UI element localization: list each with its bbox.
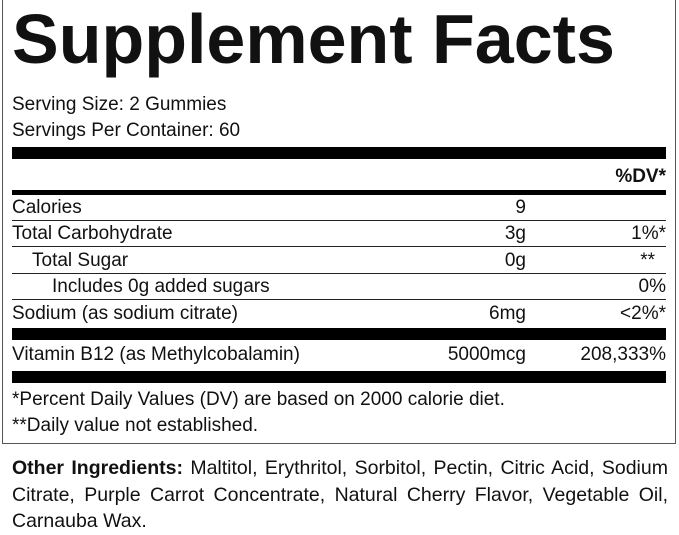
row-name: Total Carbohydrate <box>12 223 173 244</box>
divider-medium <box>12 190 666 195</box>
row-name: Includes 0g added sugars <box>52 276 270 297</box>
row-dv: 208,333% <box>580 344 666 365</box>
panel-title: Supplement Facts <box>12 0 615 78</box>
divider-thick <box>12 328 666 340</box>
divider-thick <box>12 147 666 159</box>
supplement-facts-panel <box>2 0 676 444</box>
row-dv: <2%* <box>620 303 666 324</box>
other-ingredients-label: Other Ingredients: <box>12 457 183 479</box>
row-amount: 3g <box>504 223 526 244</box>
row-amount: 6mg <box>489 303 526 324</box>
row-amount: 5000mcg <box>447 344 526 365</box>
row-dv: ** <box>640 250 655 271</box>
divider-thick <box>12 371 666 383</box>
row-name: Sodium (as sodium citrate) <box>12 303 238 324</box>
row-dv: 0% <box>638 276 666 297</box>
row-divider <box>12 220 666 221</box>
dv-header: %DV* <box>615 166 666 187</box>
row-divider <box>12 273 666 274</box>
other-ingredients: Other Ingredients: Maltitol, Erythritol,… <box>12 455 668 535</box>
row-name: Vitamin B12 (as Methylcobalamin) <box>12 344 300 365</box>
row-name: Total Sugar <box>32 250 129 271</box>
footnote: **Daily value not established. <box>12 415 259 436</box>
row-dv: 1%* <box>631 223 666 244</box>
footnote: *Percent Daily Values (DV) are based on … <box>12 389 505 410</box>
servings-per-container: Servings Per Container: 60 <box>12 120 241 141</box>
row-divider <box>12 299 666 300</box>
row-amount: 0g <box>504 250 526 271</box>
other-ingredients-text: Maltitol, Erythritol, Sorbitol, Pectin, … <box>12 457 668 532</box>
row-divider <box>12 246 666 247</box>
row-name: Calories <box>12 197 82 218</box>
row-amount: 9 <box>515 197 526 218</box>
serving-size: Serving Size: 2 Gummies <box>12 94 227 115</box>
